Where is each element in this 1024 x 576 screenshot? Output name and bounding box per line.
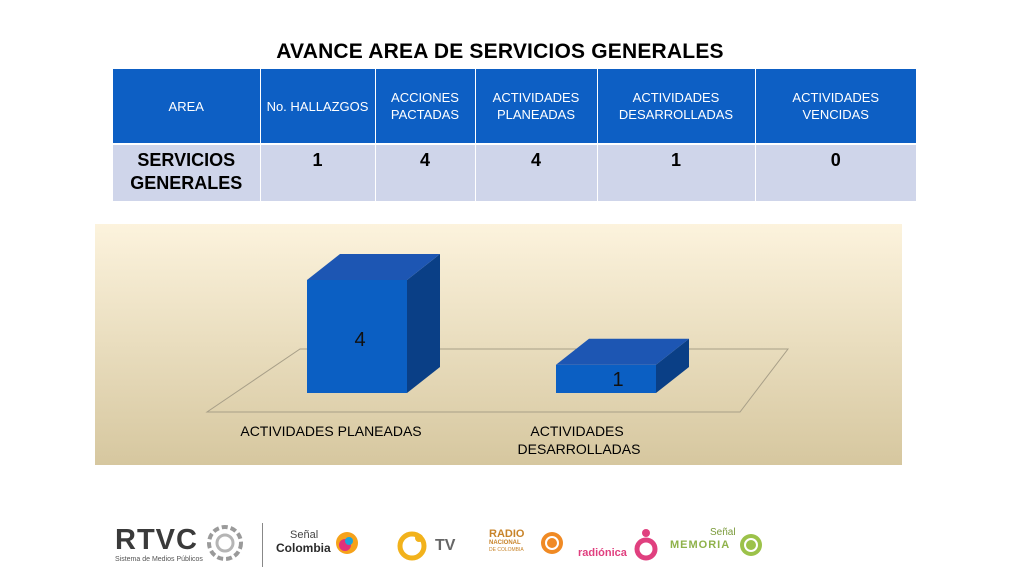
category-label-planeadas: ACTIVIDADES PLANEADAS <box>240 423 421 439</box>
radio-nacional-swirl-icon <box>541 532 563 554</box>
senal-memoria-line2: MEMORIA <box>670 539 731 551</box>
senal-colombia-line1: Señal <box>290 529 319 541</box>
senal-colombia-swirl-icon <box>336 532 358 554</box>
footer-logos: RTVC Sistema de Medios Públicos Señal Co… <box>0 515 1024 575</box>
data-label-1: 1 <box>612 369 623 391</box>
cell-area: SERVICIOS GENERALES <box>113 144 261 201</box>
data-label-0: 4 <box>354 329 365 351</box>
footer-divider <box>262 523 263 567</box>
cell-actividades-planeadas: 4 <box>475 144 598 201</box>
header-area: AREA <box>113 69 261 145</box>
bar-chart: 41 ACTIVIDADES PLANEADAS ACTIVIDADES DES… <box>95 224 902 465</box>
chart-background <box>95 224 902 465</box>
radio-nacional-line2: NACIONAL <box>489 540 521 546</box>
senal-memoria-logo: Señal MEMORIA <box>670 527 770 565</box>
senal-colombia-line2: Colombia <box>276 541 331 555</box>
bar-side-1 <box>656 338 689 393</box>
header-actividades-planeadas: ACTIVIDADES PLANEADAS <box>475 69 598 145</box>
radio-nacional-logo: RADIO NACIONAL DE COLOMBIA <box>489 529 569 565</box>
bar-side-0 <box>407 254 440 393</box>
rtvc-logo: RTVC Sistema de Medios Públicos <box>115 525 250 565</box>
bar-front-1 <box>556 364 656 393</box>
header-actividades-desarrolladas: ACTIVIDADES DESARROLLADAS <box>597 69 756 145</box>
rtvc-logo-text: RTVC <box>115 524 198 556</box>
cell-hallazgos: 1 <box>260 144 376 201</box>
senal-colombia-logo: Señal Colombia <box>276 529 366 565</box>
page-title: AVANCE AREA DE SERVICIOS GENERALES <box>276 40 724 63</box>
bar-front-0 <box>307 280 407 393</box>
chart-floor <box>205 348 790 413</box>
senal-memoria-swirl-icon <box>740 534 762 556</box>
rtvc-swirl-icon <box>207 525 243 561</box>
radio-nacional-line3: DE COLOMBIA <box>489 547 524 553</box>
table-header-row: AREA No. HALLAZGOS ACCIONES PACTADAS ACT… <box>113 69 916 145</box>
cell-actividades-desarrolladas: 1 <box>597 144 756 201</box>
header-hallazgos: No. HALLAZGOS <box>260 69 376 145</box>
bar-group: 41 <box>307 254 689 393</box>
cell-acciones-pactadas: 4 <box>375 144 476 201</box>
radionica-icon <box>634 529 658 561</box>
rtvc-logo-subtitle: Sistema de Medios Públicos <box>115 556 203 563</box>
summary-table: AREA No. HALLAZGOS ACCIONES PACTADAS ACT… <box>113 69 916 201</box>
cell-actividades-vencidas: 0 <box>755 144 916 201</box>
canal-tv-text: TV <box>435 537 456 554</box>
bar-top-1 <box>556 338 689 365</box>
senal-memoria-line1: Señal <box>710 527 736 538</box>
canal-tv-logo: TV <box>395 531 460 565</box>
canal-tv-icon <box>397 531 427 561</box>
bar-top-0 <box>307 254 440 280</box>
radionica-text: radiónica <box>578 547 627 559</box>
radionica-logo: radiónica <box>578 525 663 565</box>
radio-nacional-line1: RADIO <box>489 528 525 540</box>
header-acciones-pactadas: ACCIONES PACTADAS <box>375 69 476 145</box>
category-label-desarrolladas: ACTIVIDADES DESARROLLADAS <box>518 423 641 457</box>
table-row: SERVICIOS GENERALES 1 4 4 1 0 <box>113 144 916 201</box>
header-actividades-vencidas: ACTIVIDADES VENCIDAS <box>755 69 916 145</box>
